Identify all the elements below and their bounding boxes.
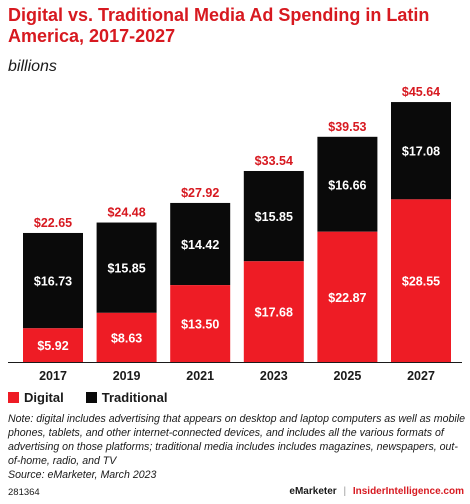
chart-subtitle: billions <box>8 58 57 75</box>
data-label-traditional-2023: $15.85 <box>255 210 293 224</box>
bar-traditional-2017 <box>23 232 83 329</box>
data-label-total-2019: $24.48 <box>107 206 145 220</box>
bar-traditional-2021 <box>170 202 231 286</box>
brand-separator: | <box>343 486 347 497</box>
data-label-total-2025: $39.53 <box>328 120 366 134</box>
bar-traditional-2023 <box>243 170 304 262</box>
legend-label-digital: Digital <box>24 390 64 405</box>
data-label-digital-2025: $22.87 <box>328 291 366 305</box>
source-text: Source: eMarketer, March 2023 <box>8 469 157 481</box>
bar-traditional-2019 <box>96 222 157 313</box>
chart-id: 281364 <box>8 487 40 498</box>
x-tick-label-2021: 2021 <box>186 369 214 383</box>
x-tick-label-2017: 2017 <box>39 369 67 383</box>
bar-digital-2017 <box>23 328 83 362</box>
x-tick-label-2025: 2025 <box>333 369 361 383</box>
footer-brand: eMarketer | InsiderIntelligence.com <box>289 486 464 497</box>
legend-item-traditional: Traditional <box>85 390 168 405</box>
chart-legend: Digital Traditional <box>8 390 167 405</box>
brand-insiderintelligence: InsiderIntelligence.com <box>352 486 464 497</box>
bar-traditional-2027 <box>391 102 451 200</box>
bar-traditional-2025 <box>317 136 378 232</box>
chart-note: Note: digital includes advertising that … <box>8 412 468 482</box>
bar-digital-2019 <box>96 312 157 362</box>
chart-title: Digital vs. Traditional Media Ad Spendin… <box>8 5 430 46</box>
data-label-traditional-2019: $15.85 <box>107 262 145 276</box>
bar-digital-2023 <box>243 261 304 362</box>
note-text: Note: digital includes advertising that … <box>8 413 465 467</box>
data-label-digital-2019: $8.63 <box>111 331 142 345</box>
legend-item-digital: Digital <box>8 390 64 405</box>
legend-swatch-traditional <box>85 392 97 403</box>
x-tick-label-2027: 2027 <box>407 369 435 383</box>
stacked-bar-chart: $5.92 $16.73 $22.65 2017 $8.63 $15.85 $24.48 20… <box>8 85 462 383</box>
legend-label-traditional: Traditional <box>101 390 168 405</box>
bar-digital-2027 <box>391 199 451 362</box>
data-label-digital-2021: $13.50 <box>181 318 219 332</box>
data-label-total-2027: $45.64 <box>402 85 440 99</box>
data-label-digital-2027: $28.55 <box>402 275 440 289</box>
data-label-traditional-2021: $14.42 <box>181 238 219 252</box>
legend-swatch-digital <box>8 392 19 403</box>
data-label-total-2021: $27.92 <box>181 186 219 200</box>
brand-emarketer: eMarketer <box>289 486 337 497</box>
bar-digital-2025 <box>317 231 378 362</box>
bar-digital-2021 <box>170 285 231 362</box>
data-label-digital-2017: $5.92 <box>37 339 68 353</box>
data-label-traditional-2027: $17.08 <box>402 145 440 159</box>
data-label-digital-2023: $17.68 <box>255 306 293 320</box>
data-label-total-2017: $22.65 <box>34 216 72 230</box>
data-label-traditional-2025: $16.66 <box>328 178 366 192</box>
x-tick-label-2023: 2023 <box>260 369 288 383</box>
x-tick-label-2019: 2019 <box>113 369 141 383</box>
data-label-traditional-2017: $16.73 <box>34 275 72 289</box>
data-label-total-2023: $33.54 <box>255 154 293 168</box>
